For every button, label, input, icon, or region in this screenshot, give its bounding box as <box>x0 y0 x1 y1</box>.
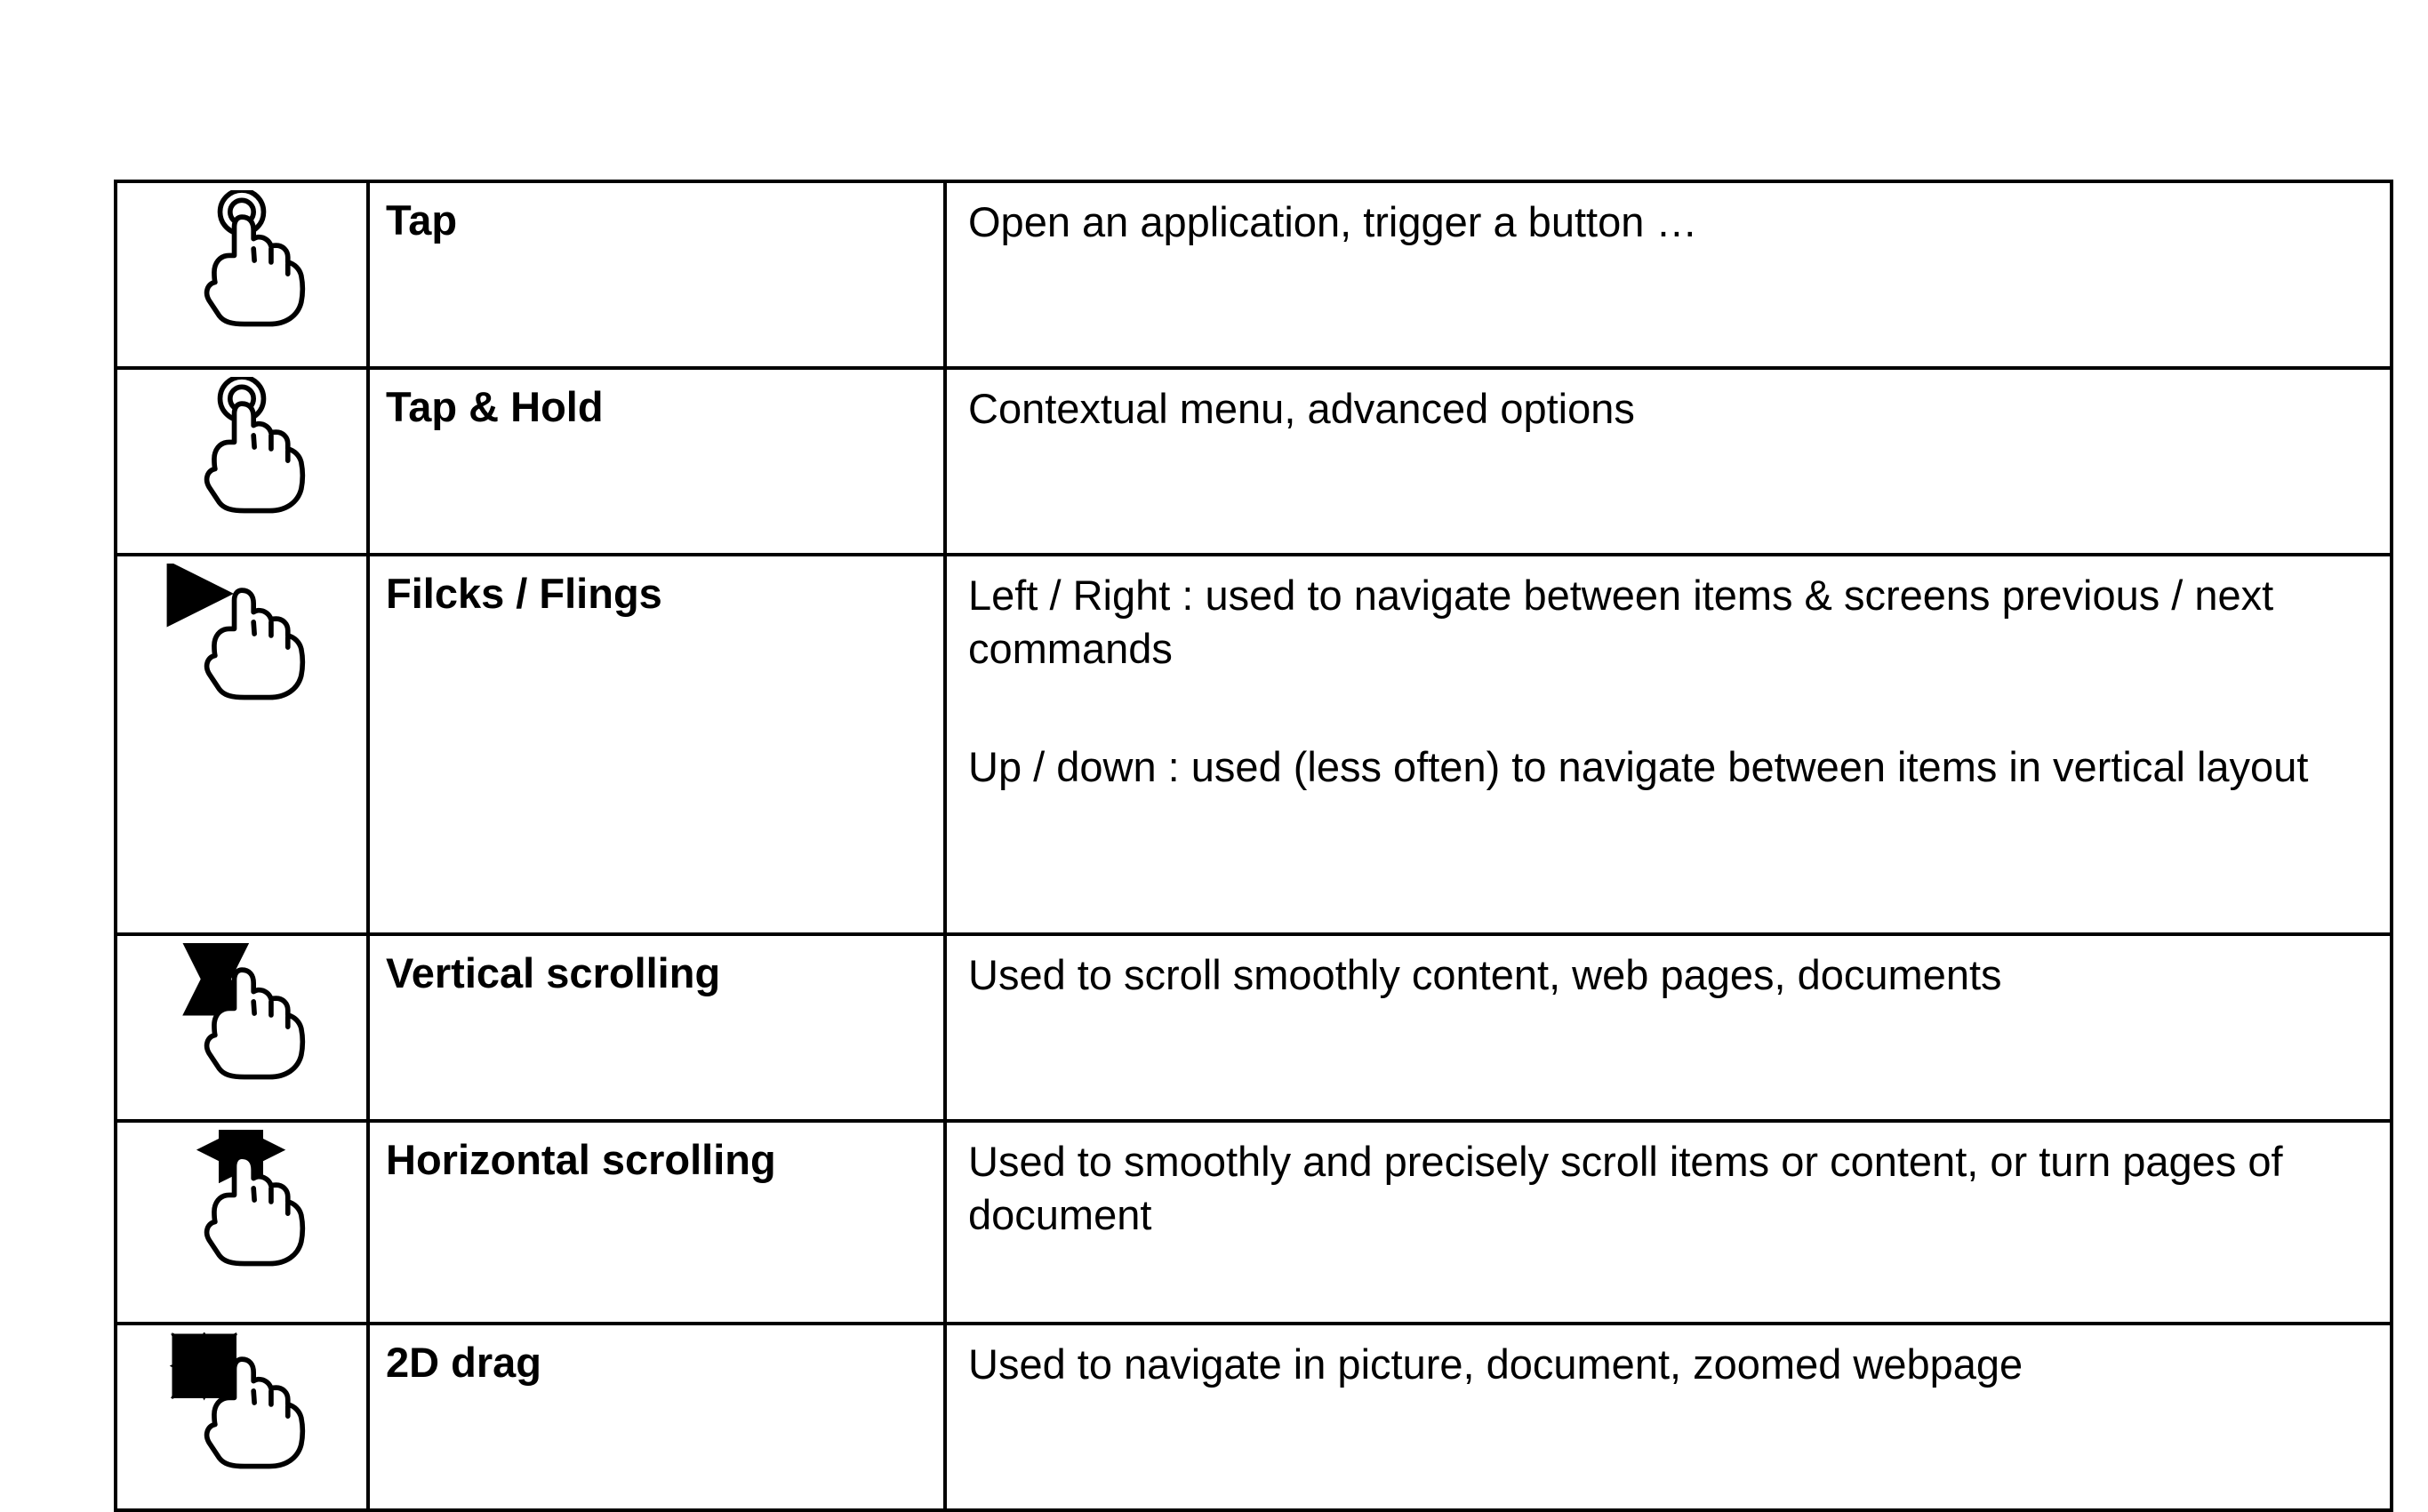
gesture-name: 2D drag <box>368 1324 945 1510</box>
tap-icon <box>166 190 317 332</box>
gesture-name: Filcks / Flings <box>368 555 945 934</box>
icon-cell <box>116 368 368 555</box>
gesture-name: Vertical scrolling <box>368 934 945 1121</box>
icon-cell <box>116 1121 368 1324</box>
table-row: Filcks / Flings Left / Right : used to n… <box>116 555 2392 934</box>
table-row: Horizontal scrolling Used to smoothly an… <box>116 1121 2392 1324</box>
page: Tap Open an application, trigger a butto… <box>0 0 2428 1394</box>
horizontal-scroll-icon <box>166 1130 317 1272</box>
gesture-desc-text: Contextual menu, advanced options <box>968 382 2368 436</box>
table-row: Tap & Hold Contextual menu, advanced opt… <box>116 368 2392 555</box>
table-row: Tap Open an application, trigger a butto… <box>116 181 2392 368</box>
gesture-desc-text: Open an application, trigger a button … <box>968 196 2368 249</box>
table-row: Vertical scrolling Used to scroll smooth… <box>116 934 2392 1121</box>
gesture-desc: Left / Right : used to navigate between … <box>945 555 2392 934</box>
icon-cell <box>116 181 368 368</box>
icon-cell <box>116 1324 368 1510</box>
gesture-desc-text: Used to scroll smoothly content, web pag… <box>968 948 2368 1002</box>
flick-icon <box>166 564 317 706</box>
gesture-desc: Used to scroll smoothly content, web pag… <box>945 934 2392 1121</box>
icon-cell <box>116 934 368 1121</box>
gesture-desc-text: Left / Right : used to navigate between … <box>968 569 2368 676</box>
vertical-scroll-icon <box>166 943 317 1085</box>
drag-2d-icon <box>166 1332 317 1475</box>
gesture-desc: Used to smoothly and precisely scroll it… <box>945 1121 2392 1324</box>
gesture-name: Tap & Hold <box>368 368 945 555</box>
gesture-desc-text: Up / down : used (less often) to navigat… <box>968 740 2368 794</box>
icon-cell <box>116 555 368 934</box>
gestures-tbody: Tap Open an application, trigger a butto… <box>116 181 2392 1510</box>
table-row: 2D drag Used to navigate in picture, doc… <box>116 1324 2392 1510</box>
gesture-desc: Contextual menu, advanced options <box>945 368 2392 555</box>
gesture-name: Tap <box>368 181 945 368</box>
gesture-desc-text: Used to navigate in picture, document, z… <box>968 1338 2368 1391</box>
gesture-desc-text: Used to smoothly and precisely scroll it… <box>968 1135 2368 1242</box>
tap-hold-icon <box>166 377 317 519</box>
gesture-name: Horizontal scrolling <box>368 1121 945 1324</box>
gesture-desc: Used to navigate in picture, document, z… <box>945 1324 2392 1510</box>
gestures-table: Tap Open an application, trigger a butto… <box>114 180 2393 1512</box>
gesture-desc: Open an application, trigger a button … <box>945 181 2392 368</box>
